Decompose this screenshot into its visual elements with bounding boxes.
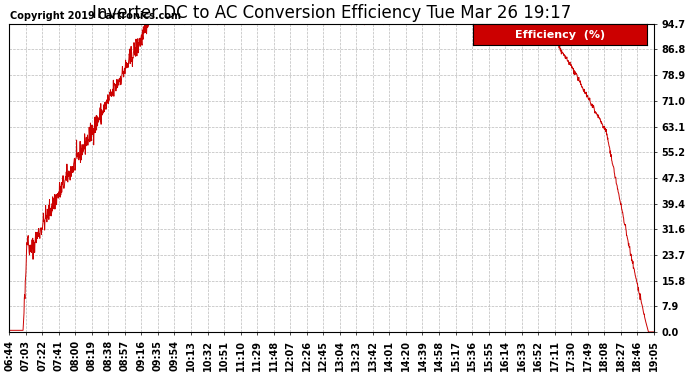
Text: Copyright 2019 Cartronics.com: Copyright 2019 Cartronics.com [10, 10, 181, 21]
Title: Inverter DC to AC Conversion Efficiency Tue Mar 26 19:17: Inverter DC to AC Conversion Efficiency … [92, 4, 571, 22]
